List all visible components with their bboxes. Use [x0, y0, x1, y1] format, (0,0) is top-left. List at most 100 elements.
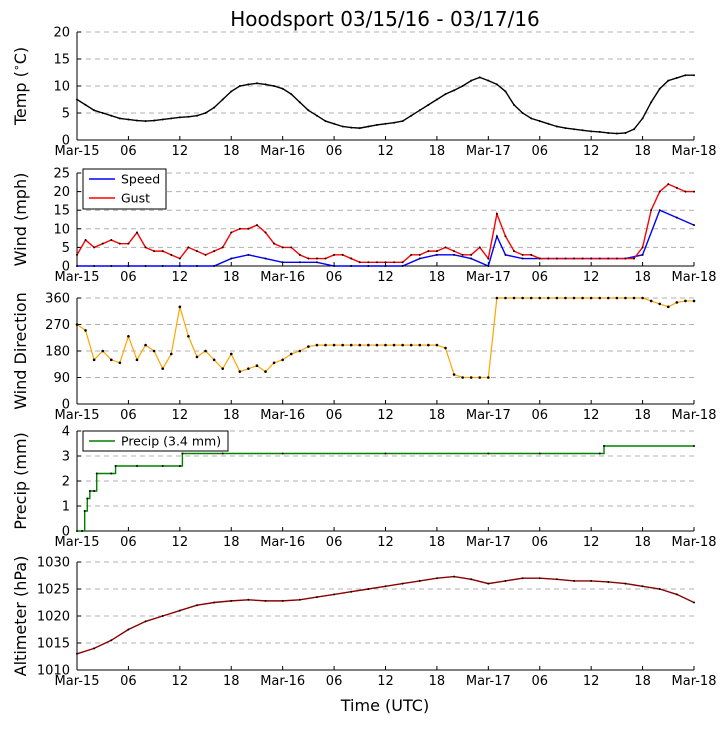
altimeter-point [538, 577, 541, 580]
altimeter-point [641, 585, 644, 588]
temp-point [264, 83, 267, 86]
temp-point [144, 120, 147, 123]
gust-point [624, 257, 627, 260]
altimeter-point [401, 582, 404, 585]
direction-point [358, 343, 362, 347]
temp-point [358, 127, 361, 130]
y-tick-label: 0 [62, 260, 70, 275]
gust-point [401, 261, 404, 264]
temp-point [213, 106, 216, 109]
x-tick-label: 12 [377, 270, 394, 285]
direction-point [547, 296, 550, 300]
gust-point [444, 246, 447, 249]
altimeter-point [298, 598, 301, 601]
x-tick-label: 06 [531, 270, 548, 285]
direction-point [272, 361, 276, 365]
altimeter-point [350, 590, 353, 593]
altimeter-point [333, 593, 336, 596]
temp-point [495, 83, 498, 86]
precip-point [487, 452, 490, 455]
gust-point [161, 250, 164, 253]
gust-point [615, 257, 618, 260]
speed-point [641, 253, 644, 256]
direction-point [504, 296, 507, 300]
altimeter-point [127, 628, 130, 631]
x-tick-label: 06 [531, 408, 548, 423]
speed-point [504, 253, 507, 256]
direction-point [341, 343, 344, 347]
temp-point [573, 128, 576, 131]
direction-point [101, 349, 105, 353]
y-tick-label: 270 [45, 318, 70, 333]
x-tick-label: 18 [634, 535, 651, 550]
precip-series-line [77, 445, 694, 532]
temp-point [307, 109, 310, 112]
temp-point [590, 130, 593, 133]
temp-point [161, 118, 164, 121]
x-tick-label: Mar-16 [260, 674, 305, 689]
temp-point [393, 121, 396, 124]
x-tick-label: 12 [172, 674, 189, 689]
panel-5: 1010 1015 1020 1025 1030 Mar-15 06 12 18 Mar-16 06… [11, 556, 716, 690]
x-tick-label: 12 [377, 674, 394, 689]
x-tick-label: 18 [634, 270, 651, 285]
gust-point [658, 190, 661, 193]
precip-point [221, 452, 224, 455]
direction-point [255, 364, 259, 368]
speed-point [298, 261, 301, 264]
gust-point [178, 257, 181, 260]
y-tick-label: 1010 [37, 664, 70, 679]
direction-point [658, 302, 662, 306]
x-tick-label: Mar-18 [672, 674, 717, 689]
direction-point [195, 355, 199, 359]
x-tick-label: 06 [326, 674, 343, 689]
direction-point [281, 358, 284, 362]
gust-point [135, 231, 138, 234]
gust-point [590, 257, 593, 260]
altimeter-series-line [76, 575, 695, 655]
altimeter-point [367, 588, 370, 590]
direction-point [418, 343, 422, 347]
direction-point [75, 323, 79, 326]
temp-point [93, 109, 96, 112]
x-tick-label: 06 [326, 270, 343, 285]
gust-point [453, 250, 456, 253]
direction-point [307, 345, 310, 348]
x-tick-label: 06 [531, 674, 548, 689]
x-tick-label: Mar-17 [466, 535, 511, 550]
altimeter-point [384, 585, 387, 588]
x-tick-label: Mar-18 [672, 144, 717, 159]
direction-point [324, 343, 327, 347]
gust-point [118, 242, 121, 245]
x-tick-label: Mar-16 [260, 144, 305, 159]
x-tick-label: 06 [120, 535, 137, 550]
x-tick-label: 06 [326, 144, 343, 159]
temp-point [76, 98, 78, 101]
altimeter-point [418, 579, 421, 582]
temp-point [273, 85, 276, 87]
temp-point [564, 127, 567, 130]
x-tick-label: 06 [120, 144, 137, 159]
direction-point [289, 352, 293, 356]
direction-point [221, 367, 224, 370]
speed-point [693, 224, 695, 227]
x-tick-label: 12 [377, 408, 394, 423]
temp-point [530, 117, 533, 120]
gust-point [358, 261, 361, 264]
direction-point [212, 358, 216, 362]
temp-point [281, 87, 284, 90]
gust-point [84, 238, 87, 241]
speed-point [264, 257, 267, 260]
precip-point [178, 465, 181, 467]
temp-point [607, 131, 610, 134]
x-tick-label: Mar-15 [55, 270, 100, 285]
x-tick-label: 06 [531, 535, 548, 550]
temp-point [693, 74, 695, 77]
direction-point [649, 299, 653, 303]
altimeter-point [264, 599, 267, 602]
gust-point [675, 186, 678, 189]
gust-point [255, 224, 258, 227]
direction-point [264, 370, 267, 373]
y-tick-label: 1030 [37, 556, 70, 571]
